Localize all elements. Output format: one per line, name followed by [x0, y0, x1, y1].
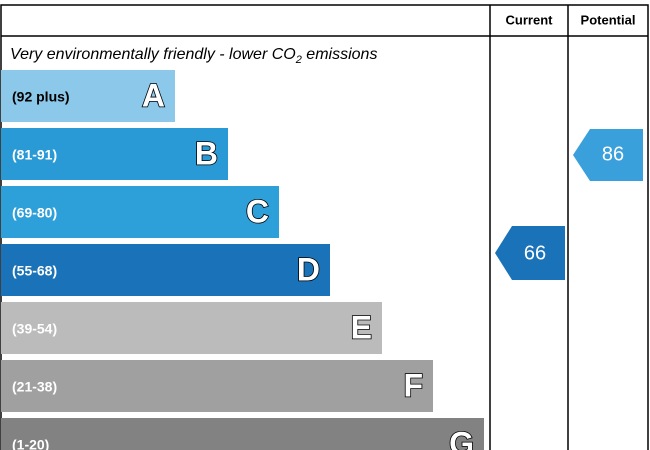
band-letter: F	[403, 367, 423, 403]
bands: (92 plus) A (81-91) B (69-80) C (55-68) D (39-54…	[1, 70, 484, 450]
band-letter: D	[297, 251, 320, 287]
band-bar	[1, 418, 484, 450]
caption-subscript: 2	[295, 54, 302, 66]
band-range: (55-68)	[12, 263, 57, 279]
band-range: (1-20)	[12, 437, 49, 450]
band-bar	[1, 302, 382, 354]
current-value: 66	[524, 242, 546, 264]
band-range: (81-91)	[12, 147, 57, 163]
band-letter: C	[246, 193, 269, 229]
band-letter: A	[142, 77, 165, 113]
band-range: (69-80)	[12, 205, 57, 221]
band-range: (21-38)	[12, 379, 57, 395]
band-letter: E	[351, 309, 372, 345]
potential-marker	[573, 129, 643, 181]
caption-text: Very environmentally friendly - lower CO	[10, 46, 296, 63]
potential-header: Potential	[581, 12, 636, 27]
band-bar	[1, 70, 175, 122]
band-bar	[1, 186, 279, 238]
band-letter: G	[449, 425, 474, 450]
band-bar	[1, 360, 433, 412]
current-marker	[495, 226, 565, 280]
potential-arrow: 86	[573, 129, 643, 181]
band-range: (92 plus)	[12, 89, 70, 105]
potential-value: 86	[602, 143, 624, 165]
caption: Very environmentally friendly - lower CO…	[10, 46, 377, 66]
caption-suffix: emissions	[302, 46, 378, 63]
band-range: (39-54)	[12, 321, 57, 337]
current-arrow: 66	[495, 226, 565, 280]
band-letter: B	[195, 135, 218, 171]
band-bar	[1, 244, 330, 296]
current-header: Current	[506, 12, 554, 27]
band-bar	[1, 128, 228, 180]
